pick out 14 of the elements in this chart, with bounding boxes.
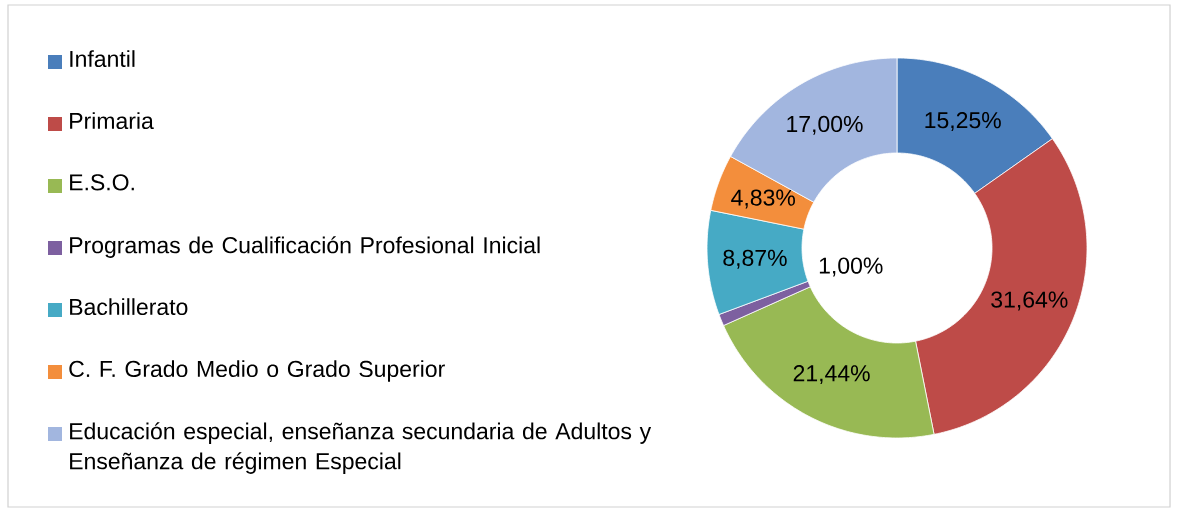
legend-label: Infantil bbox=[70, 50, 135, 68]
data-label: 1,00% bbox=[819, 257, 883, 277]
data-label: 17,00% bbox=[787, 115, 863, 135]
legend-label: Programas de Cualificación Profesional Inicial bbox=[70, 236, 540, 258]
data-label: 31,64% bbox=[991, 291, 1068, 311]
data-label: 21,44% bbox=[793, 365, 870, 385]
legend-label: Educación especial, enseñanza secundaria de Adultos y Enseñanza de régimen Especial bbox=[70, 422, 652, 474]
legend-label: E.S.O. bbox=[70, 174, 134, 191]
legend-label: Primaria bbox=[70, 112, 154, 130]
legend-label: Bachillerato bbox=[70, 298, 188, 316]
legend-label: C. F. Grado Medio o Grado Superior bbox=[69, 360, 445, 382]
data-label: 8,87% bbox=[723, 249, 787, 269]
data-label: 4,83% bbox=[731, 189, 795, 209]
data-label: 15,25% bbox=[925, 112, 1001, 132]
